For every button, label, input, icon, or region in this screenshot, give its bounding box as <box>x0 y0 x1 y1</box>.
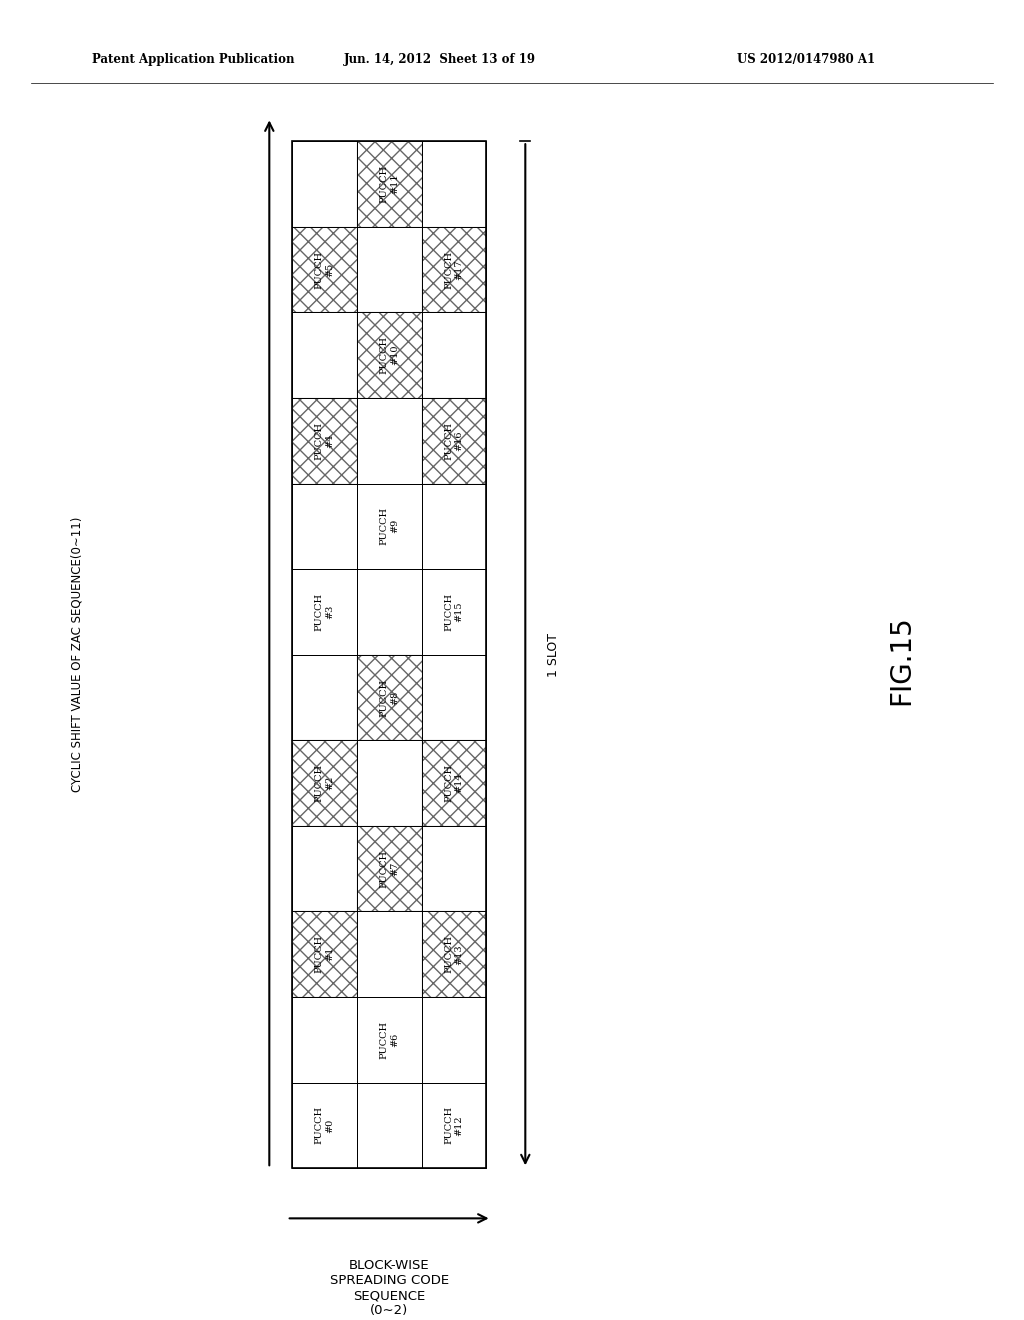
Polygon shape <box>356 741 422 826</box>
Polygon shape <box>356 399 422 483</box>
Polygon shape <box>292 1082 356 1168</box>
Polygon shape <box>292 826 356 911</box>
Polygon shape <box>356 826 422 911</box>
Polygon shape <box>422 569 486 655</box>
Text: PUCCH
#15: PUCCH #15 <box>444 593 464 631</box>
Polygon shape <box>422 911 486 997</box>
Polygon shape <box>422 399 486 483</box>
Polygon shape <box>356 313 422 399</box>
Text: PUCCH
#7: PUCCH #7 <box>380 850 398 888</box>
Text: PUCCH
#16: PUCCH #16 <box>444 421 464 459</box>
Text: PUCCH
#13: PUCCH #13 <box>444 935 464 973</box>
Polygon shape <box>422 997 486 1082</box>
Text: PUCCH
#4: PUCCH #4 <box>314 421 334 459</box>
Text: PUCCH
#9: PUCCH #9 <box>380 507 398 545</box>
Polygon shape <box>356 911 422 997</box>
Text: PUCCH
#0: PUCCH #0 <box>314 1106 334 1144</box>
Text: PUCCH
#5: PUCCH #5 <box>314 251 334 289</box>
Text: PUCCH
#12: PUCCH #12 <box>444 1106 464 1144</box>
Text: PUCCH
#11: PUCCH #11 <box>380 165 398 203</box>
Text: BLOCK-WISE
SPREADING CODE
SEQUENCE
(0∼2): BLOCK-WISE SPREADING CODE SEQUENCE (0∼2) <box>330 1259 449 1317</box>
Text: PUCCH
#1: PUCCH #1 <box>314 935 334 973</box>
Text: PUCCH
#8: PUCCH #8 <box>380 678 398 717</box>
Polygon shape <box>356 1082 422 1168</box>
Text: Patent Application Publication: Patent Application Publication <box>92 53 295 66</box>
Polygon shape <box>292 741 356 826</box>
Polygon shape <box>292 997 356 1082</box>
Polygon shape <box>422 227 486 313</box>
Polygon shape <box>356 141 422 227</box>
Text: PUCCH
#3: PUCCH #3 <box>314 593 334 631</box>
Polygon shape <box>292 227 356 313</box>
Text: Jun. 14, 2012  Sheet 13 of 19: Jun. 14, 2012 Sheet 13 of 19 <box>344 53 537 66</box>
Polygon shape <box>422 1082 486 1168</box>
Text: PUCCH
#10: PUCCH #10 <box>380 337 398 375</box>
Polygon shape <box>356 227 422 313</box>
Polygon shape <box>356 569 422 655</box>
Polygon shape <box>356 997 422 1082</box>
Polygon shape <box>292 569 356 655</box>
Text: PUCCH
#17: PUCCH #17 <box>444 251 464 289</box>
Polygon shape <box>422 826 486 911</box>
Text: CYCLIC SHIFT VALUE OF ZAC SEQUENCE(0∼11): CYCLIC SHIFT VALUE OF ZAC SEQUENCE(0∼11) <box>71 517 83 792</box>
Text: FIG.15: FIG.15 <box>887 615 915 705</box>
Polygon shape <box>422 741 486 826</box>
Text: PUCCH
#6: PUCCH #6 <box>380 1020 398 1059</box>
Polygon shape <box>292 911 356 997</box>
Polygon shape <box>422 483 486 569</box>
Polygon shape <box>422 313 486 399</box>
Polygon shape <box>292 141 356 227</box>
Polygon shape <box>422 141 486 227</box>
Polygon shape <box>422 655 486 741</box>
Text: US 2012/0147980 A1: US 2012/0147980 A1 <box>737 53 876 66</box>
Polygon shape <box>292 483 356 569</box>
Polygon shape <box>292 655 356 741</box>
Polygon shape <box>356 655 422 741</box>
Text: 1 SLOT: 1 SLOT <box>548 632 560 677</box>
Polygon shape <box>292 313 356 399</box>
Text: PUCCH
#2: PUCCH #2 <box>314 764 334 803</box>
Polygon shape <box>356 483 422 569</box>
Text: PUCCH
#14: PUCCH #14 <box>444 764 464 803</box>
Polygon shape <box>292 399 356 483</box>
